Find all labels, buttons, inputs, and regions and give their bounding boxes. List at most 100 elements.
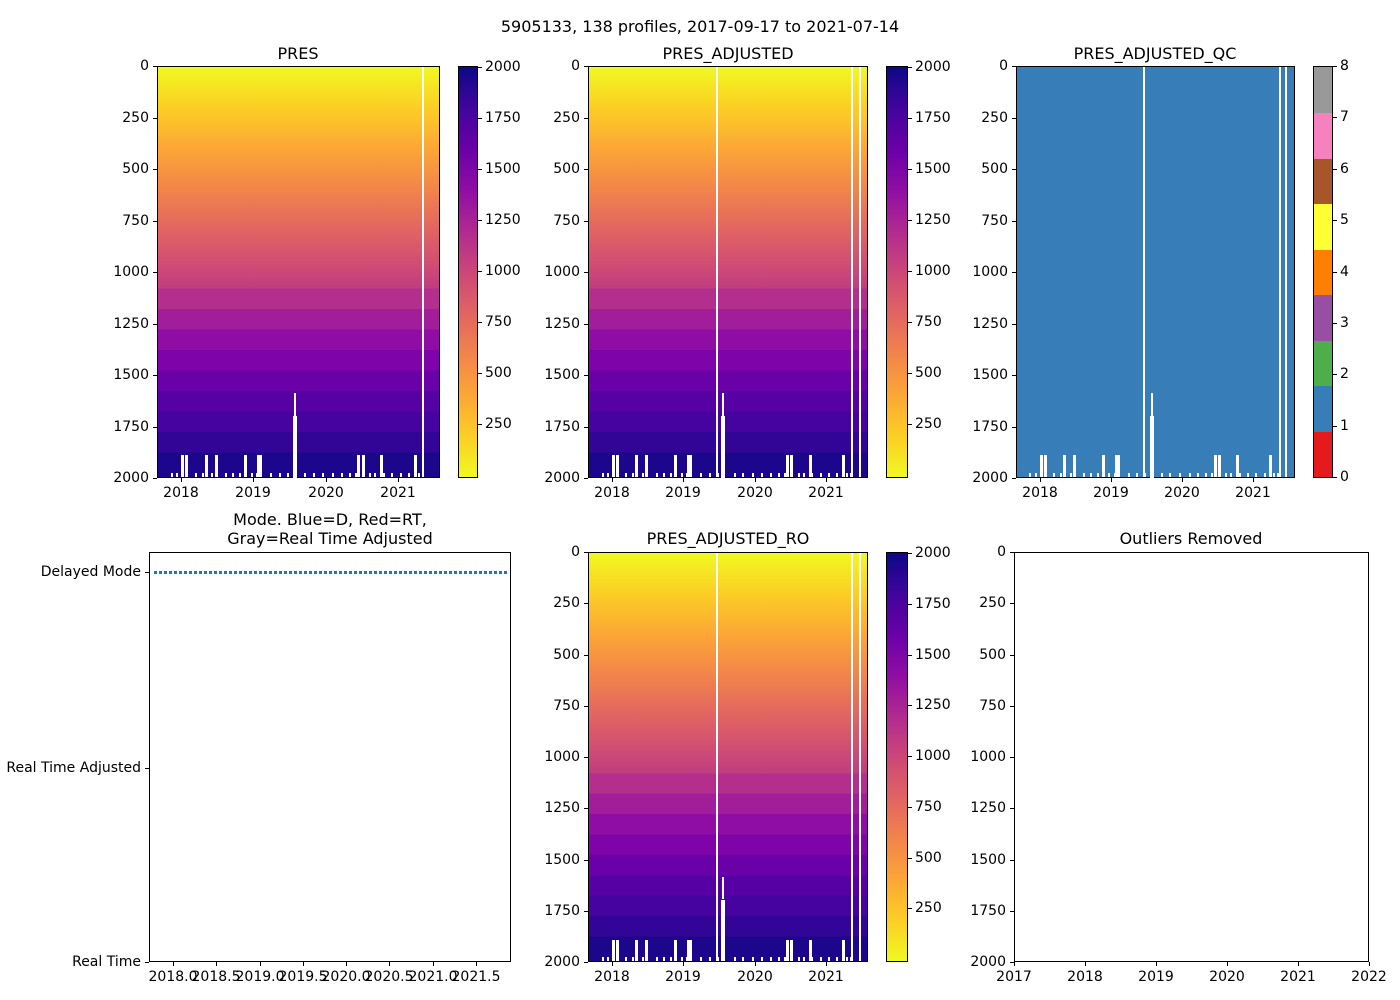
missing-bottom-dot — [670, 473, 672, 477]
y-tick — [145, 962, 149, 963]
x-tick — [612, 478, 613, 482]
colorbar-tick — [1333, 117, 1337, 118]
y-tick-label: Delayed Mode — [40, 564, 141, 580]
missing-bottom-dot — [700, 957, 702, 961]
x-tick — [1182, 478, 1183, 482]
y-tick-label: 1250 — [972, 316, 1008, 332]
x-tick — [433, 962, 434, 966]
missing-bottom-bar — [790, 940, 793, 961]
y-tick — [1012, 118, 1016, 119]
missing-profile-line — [1285, 67, 1287, 477]
missing-bottom-bar — [1044, 455, 1047, 477]
missing-bottom-dot — [850, 473, 852, 477]
missing-bottom-dot — [287, 473, 289, 477]
x-tick — [260, 962, 261, 966]
missing-bottom-dot — [369, 473, 371, 477]
y-tick-label: 1250 — [544, 800, 580, 816]
x-tick-label: 2017 — [996, 969, 1032, 985]
y-tick — [1012, 324, 1016, 325]
y-tick-label: 750 — [979, 698, 1006, 714]
colorbar-tick-label: 5 — [1340, 212, 1349, 228]
colorbar-tick-label: 1250 — [915, 697, 951, 713]
missing-bottom-dot — [625, 957, 627, 961]
colorbar-tick — [908, 756, 912, 757]
y-tick — [153, 478, 157, 479]
missing-bottom-dot — [1273, 473, 1275, 477]
colorbar-segment-0 — [1314, 431, 1332, 478]
x-tick-label: 2019 — [665, 969, 701, 985]
x-tick-label: 2018 — [594, 969, 630, 985]
missing-deep-spike — [294, 393, 296, 416]
missing-bottom-dot — [349, 473, 351, 477]
colorbar-tick-label: 2000 — [915, 545, 951, 561]
x-tick — [683, 478, 684, 482]
y-tick — [153, 169, 157, 170]
missing-bottom-dot — [1225, 473, 1227, 477]
x-tick-label: 2021 — [1280, 969, 1316, 985]
y-tick-label: 2000 — [544, 954, 580, 970]
missing-bottom-dot — [803, 473, 805, 477]
y-tick-label: 250 — [122, 110, 149, 126]
y-tick — [153, 427, 157, 428]
x-tick — [1227, 962, 1228, 966]
y-tick — [145, 572, 149, 573]
y-tick — [584, 757, 588, 758]
y-tick-label: 1250 — [113, 316, 149, 332]
missing-bottom-dot — [681, 473, 683, 477]
missing-bottom-bar — [842, 455, 845, 477]
missing-bottom-bar — [842, 940, 845, 961]
colorbar-tick — [908, 858, 912, 859]
missing-bottom-bar — [1218, 455, 1221, 477]
missing-bottom-dot — [1169, 473, 1171, 477]
missing-bottom-bar — [1073, 455, 1076, 477]
x-tick — [683, 962, 684, 966]
missing-bottom-dot — [322, 473, 324, 477]
y-tick-label: 1750 — [972, 419, 1008, 435]
heatmap-pres — [158, 67, 439, 477]
x-tick-label: 2020 — [308, 485, 344, 501]
y-tick — [584, 427, 588, 428]
missing-bottom-bar — [645, 455, 648, 477]
y-tick — [584, 118, 588, 119]
missing-bottom-dot — [846, 473, 848, 477]
missing-bottom-bar — [635, 455, 638, 477]
y-tick-label: 500 — [981, 161, 1008, 177]
heatmap-pres_adjusted_qc — [1017, 67, 1294, 477]
missing-bottom-dot — [734, 957, 736, 961]
colorbar-segment-1 — [1314, 385, 1332, 432]
x-tick-label: 2018.5 — [191, 969, 241, 985]
missing-bottom-dot — [798, 473, 800, 477]
colorbar-tick-label: 750 — [915, 314, 942, 330]
missing-bottom-dot — [836, 957, 838, 961]
missing-bottom-dot — [752, 957, 754, 961]
colorbar-tick — [908, 373, 912, 374]
missing-bottom-bar — [687, 455, 692, 477]
y-tick-label: 1000 — [113, 264, 149, 280]
y-tick-label: 1500 — [972, 367, 1008, 383]
y-tick — [153, 324, 157, 325]
missing-bottom-bar — [674, 455, 677, 477]
colorbar-tick-label: 1000 — [915, 263, 951, 279]
y-tick — [584, 272, 588, 273]
y-tick — [584, 66, 588, 67]
missing-bottom-dot — [256, 473, 258, 477]
colorbar-tick — [478, 118, 482, 119]
missing-bottom-dot — [1097, 473, 1099, 477]
missing-bottom-dot — [742, 957, 744, 961]
missing-bottom-dot — [313, 473, 315, 477]
x-tick-label: 2020 — [1209, 969, 1245, 985]
missing-deep-spike — [293, 416, 297, 478]
x-tick — [326, 478, 327, 482]
y-tick-label: 0 — [140, 58, 149, 74]
colorbar-gradient — [887, 67, 907, 477]
missing-bottom-dot — [681, 957, 683, 961]
y-tick-label: 500 — [553, 647, 580, 663]
y-tick-label: 750 — [553, 698, 580, 714]
axes-pres — [157, 66, 440, 478]
x-tick-label: 2022 — [1351, 969, 1387, 985]
y-tick — [584, 860, 588, 861]
missing-bottom-dot — [742, 473, 744, 477]
y-tick — [1012, 427, 1016, 428]
missing-bottom-dot — [1189, 473, 1191, 477]
missing-bottom-bar — [635, 940, 638, 961]
